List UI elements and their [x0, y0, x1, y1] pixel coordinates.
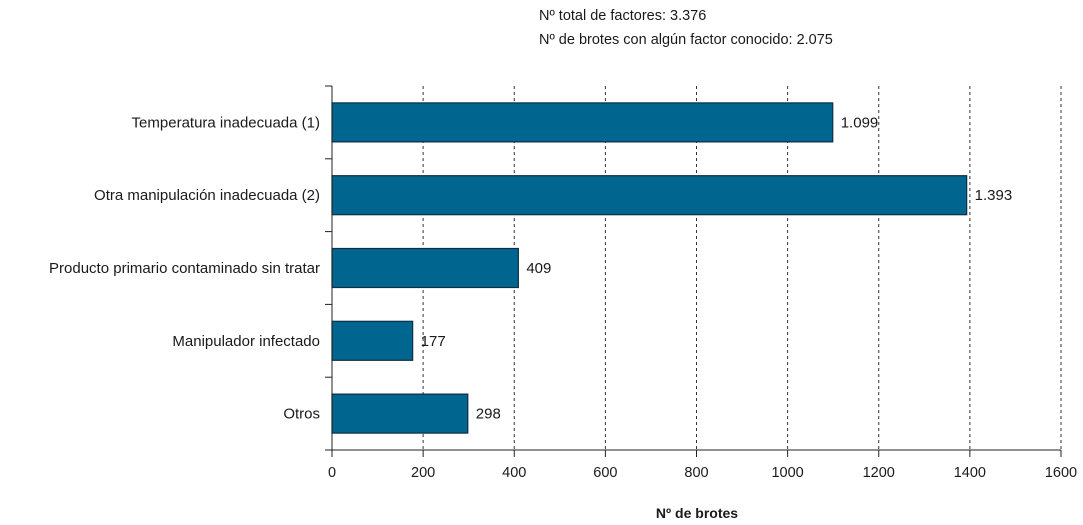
x-tick-label-1000: 1000 — [771, 465, 803, 481]
x-tick-label-800: 800 — [684, 465, 708, 481]
bar-5 — [331, 393, 469, 434]
annotation-known-factor-outbreaks: Nº de brotes con algún factor conocido: … — [539, 32, 833, 48]
x-tick-label-1600: 1600 — [1045, 465, 1077, 481]
x-tick-label-200: 200 — [411, 465, 435, 481]
annotation-total-factors: Nº total de factores: 3.376 — [539, 8, 707, 24]
category-label-2: Otra manipulación inadecuada (2) — [94, 187, 320, 204]
bar-2 — [331, 175, 968, 216]
data-label-4: 177 — [421, 333, 446, 350]
bars-group — [331, 102, 968, 434]
data-label-1: 1.099 — [841, 114, 879, 131]
data-label-2: 1.393 — [975, 187, 1013, 204]
labels-group: 1.099 Temperatura inadecuada (1) 1.393 Otra… — [49, 114, 1077, 481]
data-label-5: 298 — [476, 406, 501, 423]
category-label-5: Otros — [283, 406, 320, 423]
x-axis-label: Nº de brotes — [656, 505, 738, 521]
data-label-3: 409 — [526, 260, 551, 277]
bar-3 — [331, 247, 519, 289]
axes-group — [325, 85, 1062, 457]
x-tick-label-400: 400 — [502, 465, 526, 481]
x-tick-label-600: 600 — [593, 465, 617, 481]
x-tick-label-0: 0 — [328, 465, 336, 481]
bar-4 — [331, 320, 414, 361]
bar-1 — [331, 102, 834, 143]
category-label-4: Manipulador infectado — [172, 333, 320, 350]
category-label-1: Temperatura inadecuada (1) — [132, 114, 320, 131]
x-tick-label-1200: 1200 — [863, 465, 895, 481]
category-label-3: Producto primario contaminado sin tratar — [49, 260, 320, 277]
x-tick-label-1400: 1400 — [954, 465, 986, 481]
